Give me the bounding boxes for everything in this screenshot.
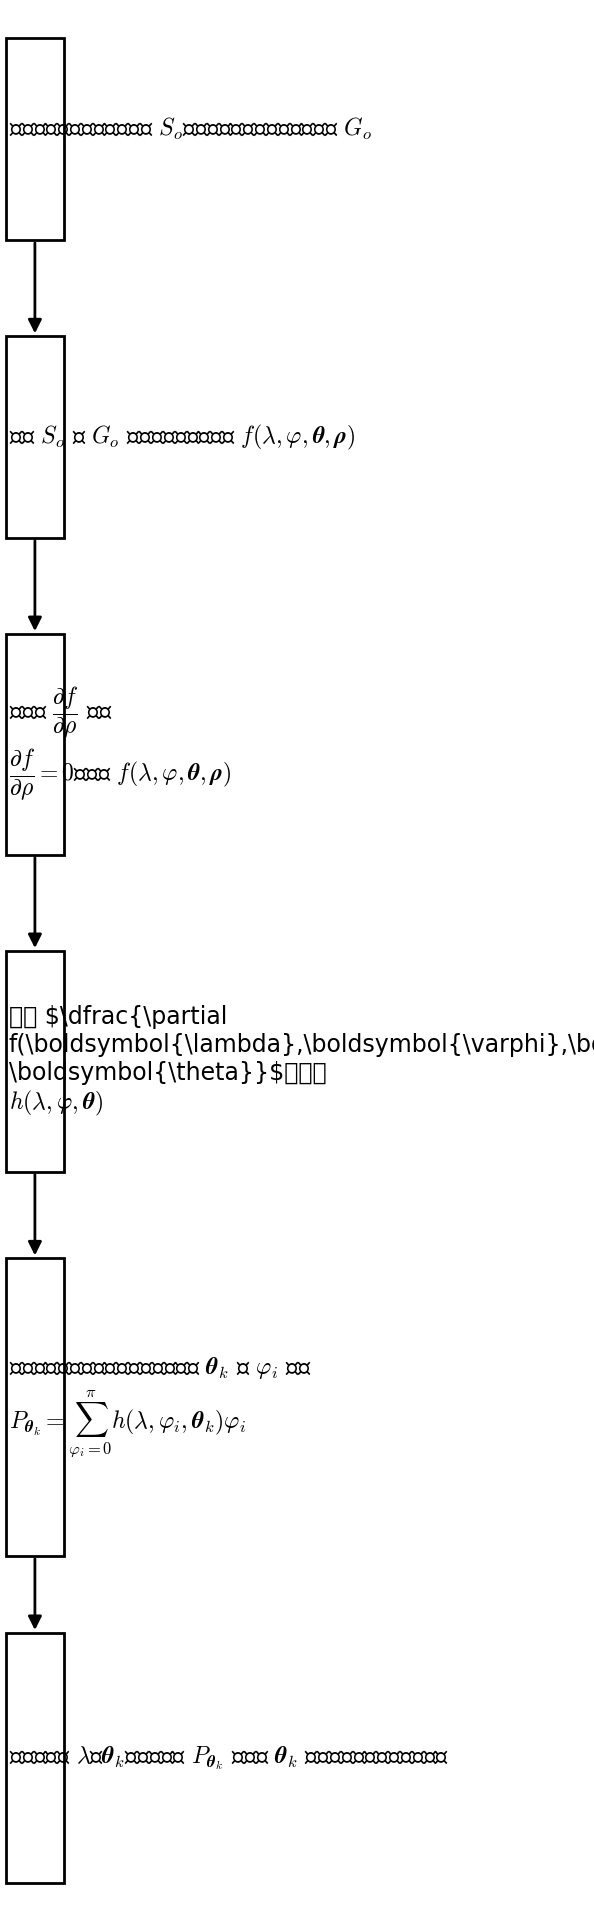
FancyBboxPatch shape xyxy=(5,951,64,1172)
FancyBboxPatch shape xyxy=(5,336,64,538)
Text: 计算太阳矢量在轨道系分量 $S_o$；计算帆板法线在轨道系分量 $G_o$: 计算太阳矢量在轨道系分量 $S_o$；计算帆板法线在轨道系分量 $G_o$ xyxy=(8,115,372,142)
FancyBboxPatch shape xyxy=(5,1258,64,1556)
FancyBboxPatch shape xyxy=(5,1633,64,1883)
FancyBboxPatch shape xyxy=(5,634,64,855)
FancyBboxPatch shape xyxy=(5,38,64,240)
Text: 对于一定的太阳高度角，对于不同的 $\boldsymbol{\theta}_k$ 和 $\boldsymbol{\varphi}_i$ 计算
$P_{\bold: 对于一定的太阳高度角，对于不同的 $\boldsymbol{\theta}_k$… xyxy=(8,1354,312,1460)
Text: 对于不同的 $\boldsymbol{\lambda}$、$\boldsymbol{\theta}_k$，寻找使得 $P_{\boldsymbol{\theta: 对于不同的 $\boldsymbol{\lambda}$、$\boldsymbo… xyxy=(8,1744,448,1771)
Text: 求偏导 $\dfrac{\partial f}{\partial \rho}$ 并令 $\dfrac{\partial f}{\partial \rho}=0$: 求偏导 $\dfrac{\partial f}{\partial \rho}$ … xyxy=(8,686,230,803)
Text: 计算 $\dfrac{\partial f(\boldsymbol{\lambda},\boldsymbol{\varphi},\boldsymbol{\the: 计算 $\dfrac{\partial f(\boldsymbol{\lambd… xyxy=(8,1005,594,1118)
Text: 计算 $S_o$ 和 $G_o$ 的内积，记该内积为 $f(\boldsymbol{\lambda},\boldsymbol{\varphi},\boldsym: 计算 $S_o$ 和 $G_o$ 的内积，记该内积为 $f(\boldsymbo… xyxy=(8,423,355,451)
